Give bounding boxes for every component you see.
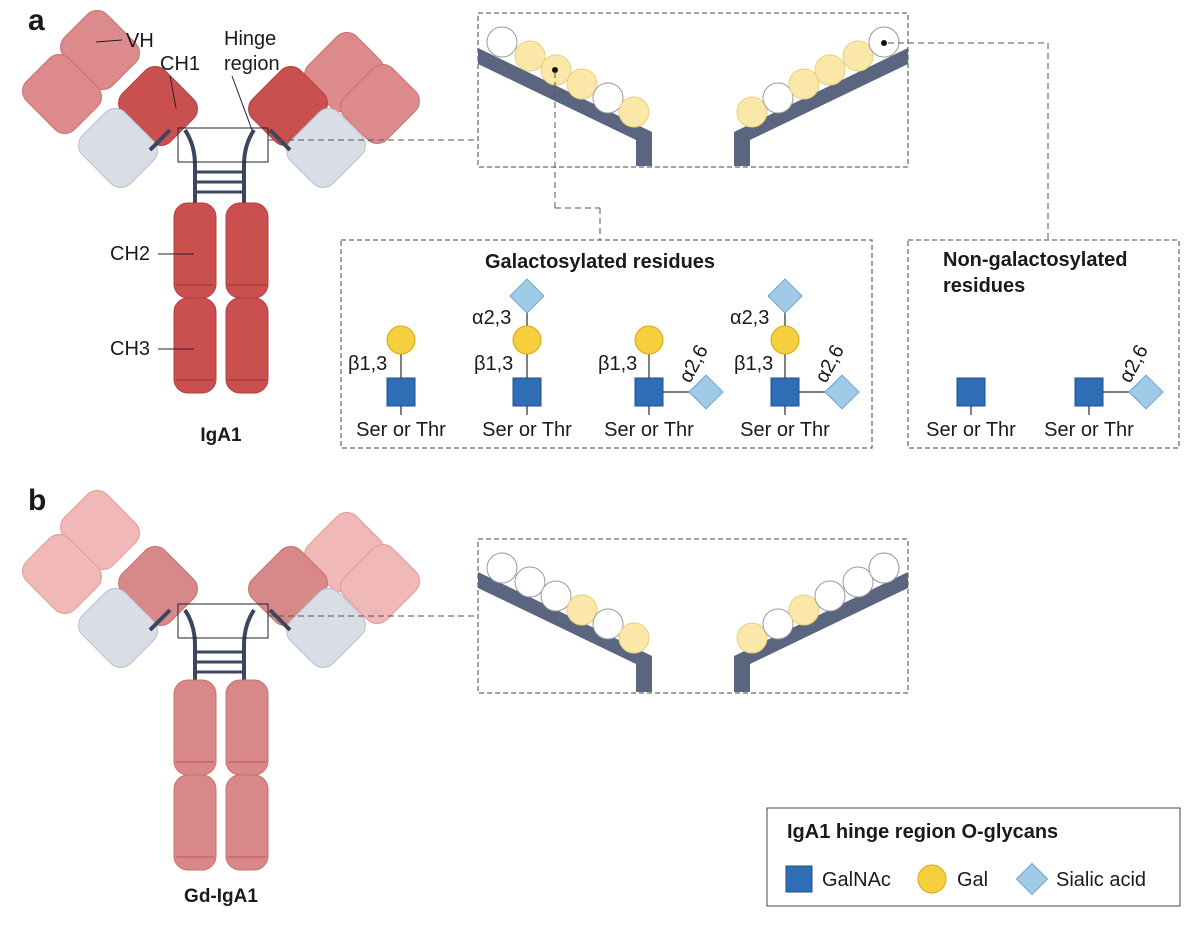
linkage-label: β1,3: [474, 353, 513, 375]
legend-label-gal: Gal: [957, 869, 988, 891]
light-blue-diamond-icon: [1015, 862, 1049, 896]
hinge-label-line2: region: [224, 53, 280, 75]
ch2-label: CH2: [110, 243, 150, 265]
non-gal-glycan-1: Ser or Thr: [926, 377, 1016, 441]
glycan-structure-4: α2,3 β1,3 α2,6 Ser or Thr: [730, 278, 860, 441]
non-galactosylated-title-line1: Non-galactosylated: [943, 249, 1127, 271]
non-gal-glycan-2: α2,6 Ser or Thr: [1044, 341, 1164, 441]
right-ch2-domain: [225, 202, 269, 299]
hinge-strand-a: [478, 26, 908, 166]
galactosylated-title: Galactosylated residues: [485, 251, 715, 273]
ch1-label: CH1: [160, 53, 200, 75]
residue-label: Ser or Thr: [482, 419, 572, 441]
glycan-structure-1: β1,3 Ser or Thr: [348, 325, 446, 441]
iga1-caption: IgA1: [200, 425, 242, 446]
hinge-zoom-panel-a: [477, 12, 909, 168]
residue-label: Ser or Thr: [740, 419, 830, 441]
hinge-connector: [148, 128, 292, 205]
glycan-structure-3: β1,3 α2,6 Ser or Thr: [598, 325, 724, 441]
panel-a-letter: a: [28, 4, 45, 37]
hinge-zoom-panel-b: [477, 538, 909, 694]
panel-b-letter: b: [28, 484, 46, 517]
left-ch3-domain: [173, 297, 217, 394]
linkage-label: α2,3: [472, 307, 511, 329]
linkage-label: β1,3: [348, 353, 387, 375]
glycan-structure-2: α2,3 β1,3 Ser or Thr: [472, 278, 572, 441]
hinge-label-line1: Hinge: [224, 28, 276, 50]
left-ch2-domain: [173, 202, 217, 299]
blue-square-icon: [785, 865, 813, 893]
legend: IgA1 hinge region O-glycans GalNAc Gal S…: [766, 807, 1181, 907]
linkage-label: β1,3: [734, 353, 773, 375]
legend-label-galnac: GalNAc: [822, 869, 891, 891]
right-ch3-domain: [225, 297, 269, 394]
ch3-label: CH3: [110, 338, 150, 360]
vh-label: VH: [126, 30, 154, 52]
hinge-highlight-box: [177, 127, 269, 163]
right-cl-domain: [286, 108, 366, 188]
yellow-circle-icon: [917, 864, 947, 894]
legend-label-sialic-acid: Sialic acid: [1056, 869, 1146, 891]
left-cl-domain: [78, 108, 158, 188]
residue-label: Ser or Thr: [604, 419, 694, 441]
residue-label: Ser or Thr: [356, 419, 446, 441]
linkage-label: β1,3: [598, 353, 637, 375]
left-vl-domain: [22, 54, 102, 134]
hinge-strand-b: [478, 552, 908, 692]
residue-label: Ser or Thr: [1044, 419, 1134, 441]
gd-iga1-caption: Gd-IgA1: [184, 886, 258, 907]
non-galactosylated-title-line2: residues: [943, 275, 1025, 297]
linkage-label: α2,3: [730, 307, 769, 329]
iga1-antibody: [22, 10, 420, 394]
right-vl-domain: [340, 64, 420, 144]
legend-title: IgA1 hinge region O-glycans: [787, 821, 1058, 843]
gd-iga1-antibody: [22, 490, 420, 871]
galactosylated-box: [340, 239, 873, 449]
residue-label: Ser or Thr: [926, 419, 1016, 441]
